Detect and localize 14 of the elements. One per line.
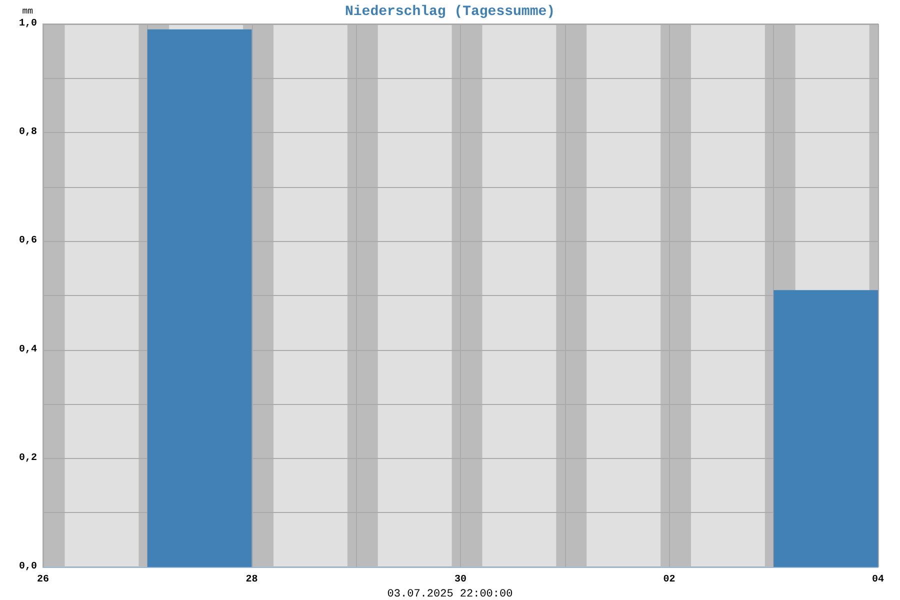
x-tick-label: 02 xyxy=(663,574,676,586)
y-tick-label: 0,8 xyxy=(18,127,37,138)
y-tick-label: 0,0 xyxy=(18,562,37,572)
x-tick-label: 26 xyxy=(36,574,50,586)
text: 03.07.2025 22:00:00 xyxy=(387,588,513,600)
y-tick-label: 1,0 xyxy=(18,18,37,30)
x-tick-label: 04 xyxy=(872,574,884,586)
y-tick-label: 0,6 xyxy=(18,236,37,247)
chart-title: Niederschlag (Tagessumme) xyxy=(344,4,556,20)
y-tick-label: 0,2 xyxy=(18,452,37,464)
x-tick-label: 30 xyxy=(454,574,467,586)
x-tick-label: 28 xyxy=(246,574,258,586)
y-tick-label: 0,4 xyxy=(18,344,37,356)
y-axis-title: mm xyxy=(22,6,33,16)
